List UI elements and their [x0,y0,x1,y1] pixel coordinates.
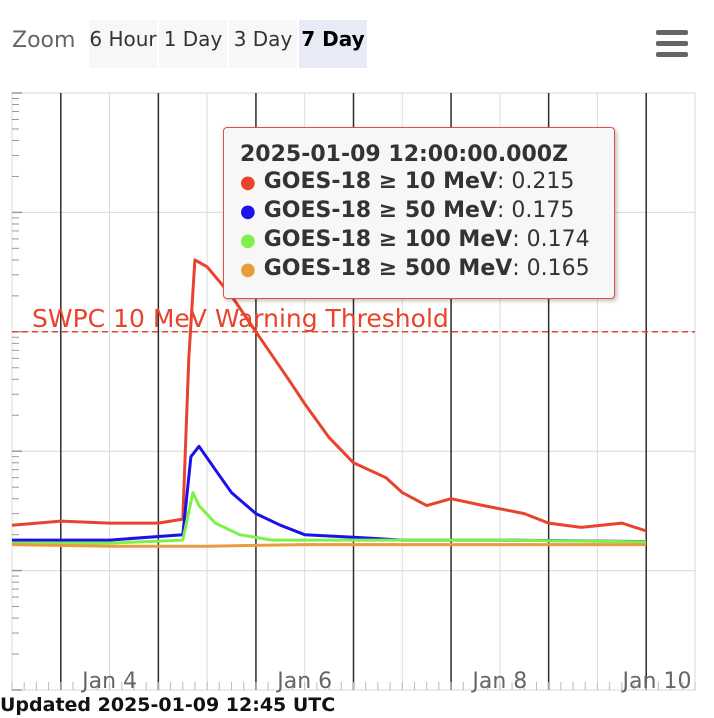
x-tick-label: Jan 4 [80,669,137,694]
series-line-3 [11,543,647,548]
tooltip-row-500mev: ● GOES-18 ≥ 500 MeV: 0.165 [240,255,614,284]
tooltip-row-50mev: ● GOES-18 ≥ 50 MeV: 0.175 [240,197,614,226]
tooltip-series-value: : 0.175 [496,198,575,223]
series-dot-icon: ● [240,230,256,251]
x-tick-label: Jan 8 [470,669,527,694]
tooltip-row-10mev: ● GOES-18 ≥ 10 MeV: 0.215 [240,168,614,197]
tooltip-series-name: GOES-18 ≥ 100 MeV [263,227,513,252]
zoom-1-day-button[interactable]: 1 Day [159,20,227,68]
series-dot-icon: ● [240,172,256,193]
tooltip-series-name: GOES-18 ≥ 10 MeV [263,169,497,194]
x-axis: Jan 4 Jan 6 Jan 8 Jan 10 [80,669,691,694]
zoom-7-day-button[interactable]: 7 Day [299,20,367,68]
tooltip-series-name: GOES-18 ≥ 50 MeV [263,198,497,223]
series-line-0 [11,258,647,533]
zoom-label: Zoom [12,28,76,53]
zoom-6-hour-button[interactable]: 6 Hour [89,20,157,68]
series-line-1 [12,444,647,544]
series-dot-icon: ● [240,201,256,222]
x-tick-label: Jan 6 [275,669,332,694]
tooltip-series-value: : 0.174 [512,227,590,252]
tooltip-series-name: GOES-18 ≥ 500 MeV [263,256,513,281]
series-line-2 [12,491,647,545]
hamburger-menu-icon[interactable] [652,28,692,62]
tooltip: 2025-01-09 12:00:00.000Z ● GOES-18 ≥ 10 M… [223,127,615,299]
x-tick-label: Jan 10 [621,669,692,694]
tooltip-title: 2025-01-09 12:00:00.000Z [240,142,569,167]
tooltip-row-100mev: ● GOES-18 ≥ 100 MeV: 0.174 [240,226,614,255]
tooltip-series-value: : 0.165 [512,256,590,281]
threshold-layer: SWPC 10 MeV Warning Threshold [12,304,695,333]
zoom-3-day-button[interactable]: 3 Day [229,20,297,68]
tooltip-series-value: : 0.215 [496,169,575,194]
updated-timestamp: Updated 2025-01-09 12:45 UTC [0,694,336,716]
series-dot-icon: ● [240,259,256,280]
series-layer [11,258,647,548]
